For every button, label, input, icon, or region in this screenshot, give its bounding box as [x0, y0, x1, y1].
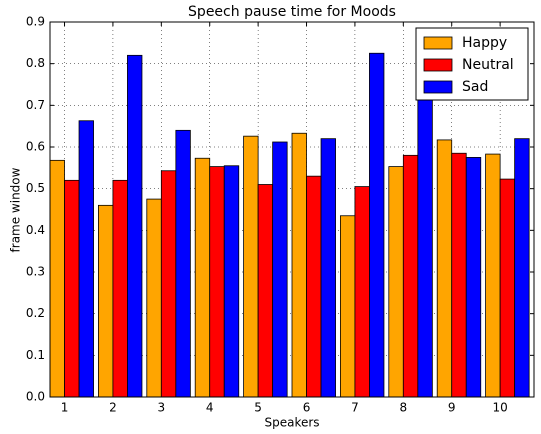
bar	[194, 157, 211, 398]
bar	[98, 204, 114, 398]
x-tick-label: 8	[399, 401, 407, 415]
x-tick-label: 2	[109, 401, 117, 415]
x-tick-label: 5	[254, 401, 262, 415]
bar	[257, 184, 274, 398]
bar	[436, 139, 453, 398]
bar	[514, 138, 530, 398]
x-tick-label: 9	[448, 401, 456, 415]
y-tick-label: 0.5	[26, 181, 45, 195]
bar	[243, 135, 259, 398]
x-tick-label: 3	[157, 401, 165, 415]
bar	[354, 186, 370, 398]
bar	[339, 215, 356, 398]
bar	[306, 175, 322, 398]
legend-swatch	[423, 36, 453, 50]
y-tick-label: 0.2	[26, 306, 45, 320]
bar	[146, 198, 162, 398]
legend-swatch	[423, 80, 453, 94]
y-tick-label: 0.0	[26, 390, 45, 404]
bar	[291, 132, 307, 398]
x-tick-label: 10	[492, 401, 507, 415]
legend-label: Sad	[462, 79, 488, 95]
bar	[112, 179, 128, 398]
bar	[388, 166, 404, 398]
x-tick-label: 1	[61, 401, 69, 415]
legend-label: Neutral	[462, 57, 514, 73]
y-tick-label: 0.9	[26, 15, 45, 29]
bar	[209, 166, 225, 398]
bar	[451, 152, 467, 398]
chart-title: Speech pause time for Moods	[188, 4, 396, 20]
bar	[175, 129, 191, 398]
x-tick-label: 4	[206, 401, 214, 415]
legend-label: Happy	[462, 35, 507, 51]
bar	[499, 178, 516, 398]
bar	[417, 79, 433, 398]
bar	[223, 165, 240, 398]
x-tick-label: 6	[303, 401, 311, 415]
plot-frame	[49, 21, 535, 398]
y-tick-label: 0.8	[26, 56, 45, 70]
y-tick-label: 0.3	[26, 265, 45, 279]
bar	[49, 159, 65, 398]
bar	[272, 141, 288, 398]
bar	[64, 179, 80, 398]
legend-swatch	[423, 58, 453, 72]
bar	[78, 120, 94, 398]
bar	[465, 157, 482, 398]
bar	[127, 54, 143, 398]
bar	[485, 153, 501, 398]
bar	[402, 154, 419, 398]
x-tick-label: 7	[351, 401, 359, 415]
bar	[320, 138, 336, 398]
x-axis-label: Speakers	[264, 416, 319, 430]
y-tick-label: 0.6	[26, 140, 45, 154]
bar	[369, 52, 385, 398]
y-tick-label: 0.4	[26, 223, 45, 237]
bar	[160, 170, 177, 398]
y-axis-label: frame window	[9, 167, 23, 252]
y-tick-label: 0.7	[26, 98, 45, 112]
y-tick-label: 0.1	[26, 348, 45, 362]
